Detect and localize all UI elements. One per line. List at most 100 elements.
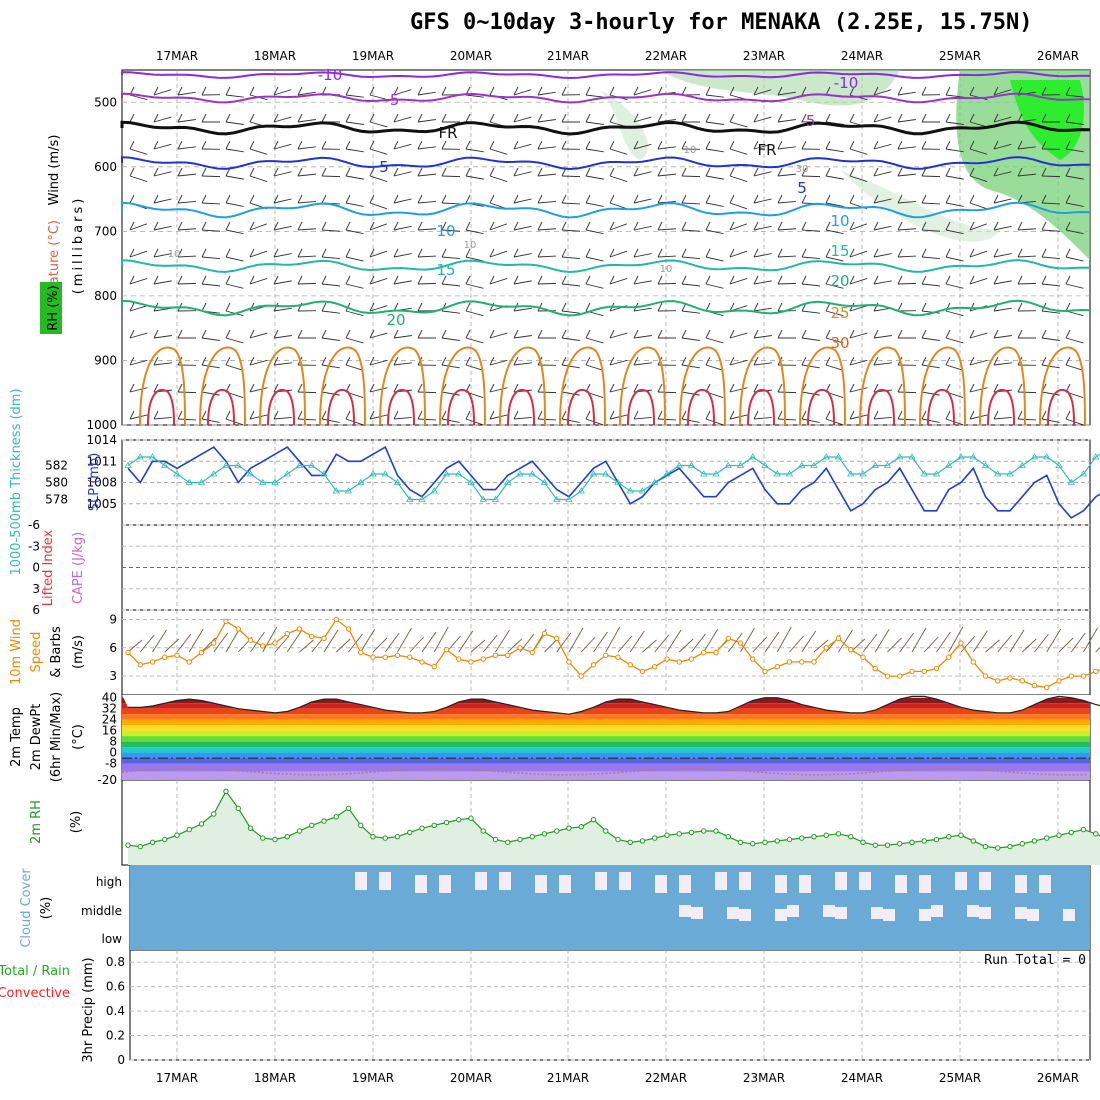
wind-barb-flag — [1017, 248, 1023, 258]
wind-tick: 9 — [109, 612, 117, 626]
wind-barb-flag — [921, 221, 927, 231]
isotherm-25 — [319, 346, 366, 426]
wind-barb-flag — [201, 86, 207, 96]
wind-barb-flag — [153, 113, 159, 123]
wind-barb-flag — [945, 248, 951, 258]
wind-barb-flag — [513, 356, 519, 366]
wind-barb — [801, 283, 820, 287]
isotherm-25 — [439, 346, 486, 426]
wind-barb — [921, 256, 940, 260]
wind-barb — [801, 229, 820, 232]
surface-wind-barb — [972, 630, 988, 653]
cloud-gap-middle — [967, 905, 979, 917]
date-tick-top: 26MAR — [1037, 49, 1079, 63]
wind-barb-flag — [249, 113, 255, 123]
rh-point — [946, 833, 952, 840]
wind-barb-flag — [921, 410, 927, 420]
wind-barb — [249, 332, 268, 339]
wind-barb — [513, 198, 532, 204]
wind-barb-flag — [585, 113, 591, 123]
cloud-gap-middle — [739, 909, 751, 921]
wind-barb — [849, 359, 868, 366]
cloud-gap-high — [535, 875, 547, 893]
wind-barb — [201, 256, 220, 260]
wind-barb — [537, 418, 556, 421]
wind-barb — [297, 228, 316, 231]
wind-barb — [993, 116, 1012, 123]
cloud-cover-fill — [130, 865, 1090, 950]
wind-barb — [585, 256, 604, 262]
isotherm-25 — [979, 346, 1026, 426]
cape-axis-label: CAPE (J/kg) — [71, 532, 86, 604]
wind-speed-point — [811, 659, 817, 665]
wind-barb — [249, 175, 268, 182]
wind-barb-flag — [777, 113, 783, 123]
wind-barb-flag — [705, 86, 711, 96]
rh-point — [456, 816, 462, 823]
wind-barb — [609, 202, 628, 210]
wind-speed-point — [860, 654, 866, 660]
wind-speed-point — [321, 635, 327, 642]
rh-point — [958, 832, 964, 838]
wind-barb — [249, 223, 268, 231]
thickness-point — [430, 487, 438, 494]
wind-barb-flag — [321, 167, 327, 177]
wind-barb — [993, 416, 1012, 420]
surface-wind-barb — [1058, 637, 1074, 653]
wind-barb-flag — [681, 221, 687, 231]
li-tick: -6 — [28, 518, 40, 532]
wind-barb — [489, 359, 508, 366]
wind-barb-flag — [177, 329, 183, 339]
wind-barb-flag — [705, 167, 711, 177]
wind-barb-flag — [681, 113, 687, 123]
rh-legend-swatch — [40, 282, 62, 334]
date-tick-bottom: 26MAR — [1037, 1071, 1079, 1085]
isotherm-30 — [927, 388, 955, 426]
wind-barb — [321, 364, 340, 369]
rh-point — [884, 842, 891, 848]
wind-barb-flag — [897, 113, 903, 123]
wind-speed-point — [296, 626, 303, 632]
wind-barb-flag — [297, 140, 303, 150]
wind-barb — [681, 256, 700, 260]
wind-barb — [969, 175, 988, 182]
wind-barb-flag — [441, 86, 447, 96]
wind-barb — [633, 335, 652, 339]
thickness-point — [259, 478, 267, 485]
wind-barb — [465, 337, 484, 344]
temp-line — [128, 695, 1100, 715]
rh-point — [554, 828, 560, 834]
rh-point — [235, 805, 241, 812]
thickness-tick: 580 — [45, 476, 68, 490]
wind-barb — [273, 171, 292, 177]
wind-barb-flag — [777, 140, 783, 150]
contour-label: 10 — [464, 240, 477, 251]
wind-barb — [129, 94, 148, 101]
wind-barb-flag — [993, 410, 999, 420]
wind-speed-point — [774, 663, 780, 670]
wind-barb — [1017, 228, 1036, 231]
temp-color-band — [122, 752, 1090, 759]
wind-barb-flag — [129, 356, 135, 366]
wind-barb-flag — [489, 248, 495, 258]
wind-barb — [777, 418, 796, 421]
wind-barb — [849, 278, 868, 285]
wind-barb — [417, 146, 436, 150]
wind-barb-flag — [465, 194, 471, 204]
rh-point — [333, 814, 339, 820]
wind-barb-flag — [969, 86, 975, 96]
wind-barb — [537, 119, 556, 123]
wind-speed-point — [247, 637, 254, 643]
rh-point — [652, 835, 658, 841]
temp-tick: 32 — [102, 702, 117, 716]
wind-barb-flag — [321, 302, 327, 312]
contour-label: 10 — [660, 264, 673, 275]
wind-barb-flag — [345, 329, 351, 339]
wind-barb-flag — [657, 140, 663, 150]
cloud-gap-high — [955, 872, 967, 890]
surface-wind-barb — [887, 637, 902, 653]
wind-barb-flag — [321, 221, 327, 231]
wind-barb-flag — [729, 329, 735, 339]
wind-barb-flag — [369, 248, 375, 258]
